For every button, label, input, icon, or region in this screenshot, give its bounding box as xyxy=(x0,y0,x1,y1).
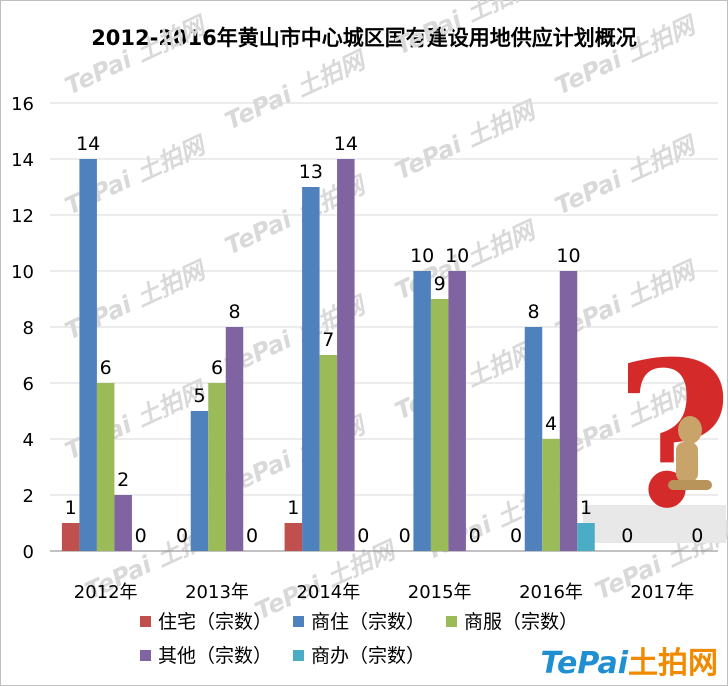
y-tick-label: 12 xyxy=(11,206,34,227)
y-tick-label: 2 xyxy=(23,486,34,507)
data-label: 1 xyxy=(287,497,299,519)
data-label: 0 xyxy=(469,525,481,547)
bar xyxy=(114,495,132,551)
data-label: 10 xyxy=(410,245,434,267)
data-label: 0 xyxy=(399,525,411,547)
y-tick-label: 16 xyxy=(11,94,34,115)
bars xyxy=(61,159,595,551)
data-label: 13 xyxy=(299,161,323,183)
y-tick-label: 6 xyxy=(23,374,34,395)
question-mark-icon: ? xyxy=(615,318,728,553)
wooden-figure-legs xyxy=(668,480,712,490)
chart-title: 2012-2016年黄山市中心城区国有建设用地供应计划概况 xyxy=(91,26,637,50)
wooden-figure-head xyxy=(678,416,702,444)
data-label: 6 xyxy=(100,357,112,379)
legend-item: 住宅（宗数） xyxy=(140,611,272,633)
watermark-text: TePai 土拍网 xyxy=(391,0,543,60)
bar xyxy=(448,271,466,551)
data-label: 10 xyxy=(556,245,580,267)
data-label: 8 xyxy=(228,301,240,323)
bar xyxy=(524,327,543,551)
data-label: 7 xyxy=(322,329,334,351)
data-label: 1 xyxy=(580,497,592,519)
data-label: 6 xyxy=(211,357,223,379)
legend-item: 其他（宗数） xyxy=(140,645,272,667)
y-tick-label: 10 xyxy=(11,262,34,283)
bar xyxy=(61,523,80,551)
data-label: 0 xyxy=(621,525,633,547)
data-label: 0 xyxy=(510,525,522,547)
data-label: 0 xyxy=(357,525,369,547)
data-label: 14 xyxy=(76,133,100,155)
legend-swatch xyxy=(293,650,304,661)
data-label: 0 xyxy=(176,525,188,547)
gridlines xyxy=(50,102,718,552)
legend-label: 商办（宗数） xyxy=(311,645,425,667)
legend-swatch xyxy=(140,650,151,661)
wooden-figure-body xyxy=(676,442,698,482)
watermark-text: TePai 土拍网 xyxy=(551,10,703,101)
x-tick-label: 2013年 xyxy=(185,582,249,603)
brand-logo: TePai土拍网 xyxy=(540,638,718,682)
brand-logo-chinese: 土拍网 xyxy=(628,646,718,681)
bar xyxy=(413,271,431,551)
data-label: 1 xyxy=(65,497,77,519)
legend-label: 商服（宗数） xyxy=(464,611,578,633)
legend-label: 住宅（宗数） xyxy=(158,611,272,633)
legend-swatch xyxy=(140,616,151,627)
data-label: 4 xyxy=(545,413,557,435)
legend-label: 商住（宗数） xyxy=(311,611,425,633)
y-tick-label: 14 xyxy=(11,150,34,171)
data-label: 0 xyxy=(135,525,147,547)
y-tick-label: 8 xyxy=(23,318,34,339)
bar xyxy=(542,439,560,551)
bar xyxy=(96,383,115,551)
legend-item: 商办（宗数） xyxy=(293,645,425,667)
legend: 住宅（宗数） 商住（宗数） 商服（宗数） 其他（宗数） 商办（宗数） xyxy=(140,611,578,667)
x-tick-label: 2017年 xyxy=(630,582,694,603)
illustration-floor xyxy=(583,505,726,543)
legend-label: 其他（宗数） xyxy=(158,645,272,667)
bar xyxy=(190,411,209,551)
bar xyxy=(225,327,244,551)
x-tick-label: 2012年 xyxy=(74,582,138,603)
data-label: 9 xyxy=(434,273,446,295)
data-label: 8 xyxy=(527,301,539,323)
legend-item: 商住（宗数） xyxy=(293,611,425,633)
bar xyxy=(302,187,320,551)
watermark-text: TePai 土拍网 xyxy=(391,95,543,186)
watermark-text: TePai 土拍网 xyxy=(61,10,213,101)
watermark-text: TePai 土拍网 xyxy=(551,130,703,221)
bar xyxy=(319,355,338,551)
data-label: 14 xyxy=(334,133,358,155)
question-mark-illustration: ? xyxy=(583,318,728,553)
bar xyxy=(577,523,595,551)
bar xyxy=(284,523,303,551)
brand-logo-latin: TePai xyxy=(540,646,628,681)
data-label: 2 xyxy=(117,469,129,491)
bar xyxy=(430,299,449,551)
bar xyxy=(79,159,97,551)
x-tick-label: 2016年 xyxy=(519,582,583,603)
x-tick-label: 2014年 xyxy=(296,582,360,603)
bar xyxy=(559,271,578,551)
y-tick-label: 0 xyxy=(23,542,34,563)
bar xyxy=(208,383,226,551)
x-tick-label: 2015年 xyxy=(408,582,472,603)
data-label: 0 xyxy=(691,525,703,547)
legend-swatch xyxy=(293,616,304,627)
bar xyxy=(337,159,355,551)
legend-item: 商服（宗数） xyxy=(446,611,578,633)
data-label: 5 xyxy=(193,385,205,407)
data-label: 10 xyxy=(445,245,469,267)
data-label: 0 xyxy=(246,525,258,547)
watermark-text: TePai 土拍网 xyxy=(221,45,373,136)
y-tick-label: 4 xyxy=(23,430,34,451)
legend-swatch xyxy=(446,616,457,627)
